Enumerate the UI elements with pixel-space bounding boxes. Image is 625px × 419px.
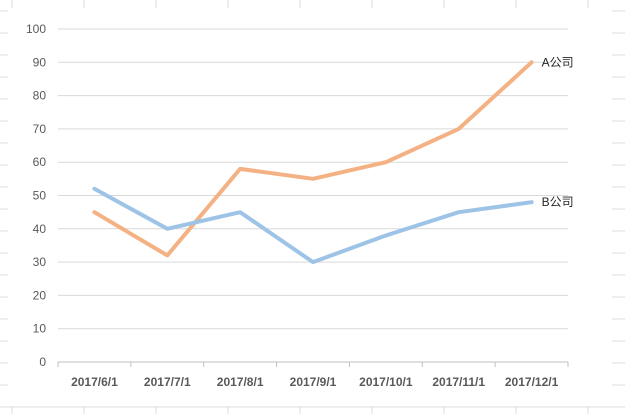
y-tick-label: 30 [33,255,47,269]
series-label: B公司 [542,195,574,209]
chart-background [8,8,612,406]
y-axis: 0 10 20 30 40 50 60 70 80 90 100 [26,22,46,369]
x-axis: 2017/6/1 2017/7/1 2017/8/1 2017/9/1 2017/10/… [57,361,569,389]
y-tick-label: 0 [39,355,46,369]
y-tick-label: 70 [33,122,47,136]
x-tick-label: 2017/8/1 [217,375,264,389]
y-tick-label: 80 [33,89,47,103]
x-tick-label: 2017/6/1 [71,375,118,389]
y-tick-label: 60 [33,155,47,169]
series-label: A公司 [542,55,574,69]
series-line-b[interactable] [92,186,534,265]
y-tick-label: 20 [33,288,47,302]
y-tick-label: 50 [33,189,47,203]
x-tick-label: 2017/11/1 [432,375,485,389]
x-tick-label: 2017/9/1 [290,375,337,389]
y-tick-label: 90 [33,55,47,69]
y-tick-label: 40 [33,222,47,236]
y-tick-label: 100 [26,22,46,36]
series-line-a[interactable] [92,60,534,258]
series-group [92,60,534,265]
x-tick-label: 2017/7/1 [144,375,191,389]
y-tick-label: 10 [33,322,47,336]
series-labels: A公司 B公司 [542,55,574,209]
x-tick-label: 2017/10/1 [359,375,413,389]
x-tick-label: 2017/12/1 [505,375,559,389]
